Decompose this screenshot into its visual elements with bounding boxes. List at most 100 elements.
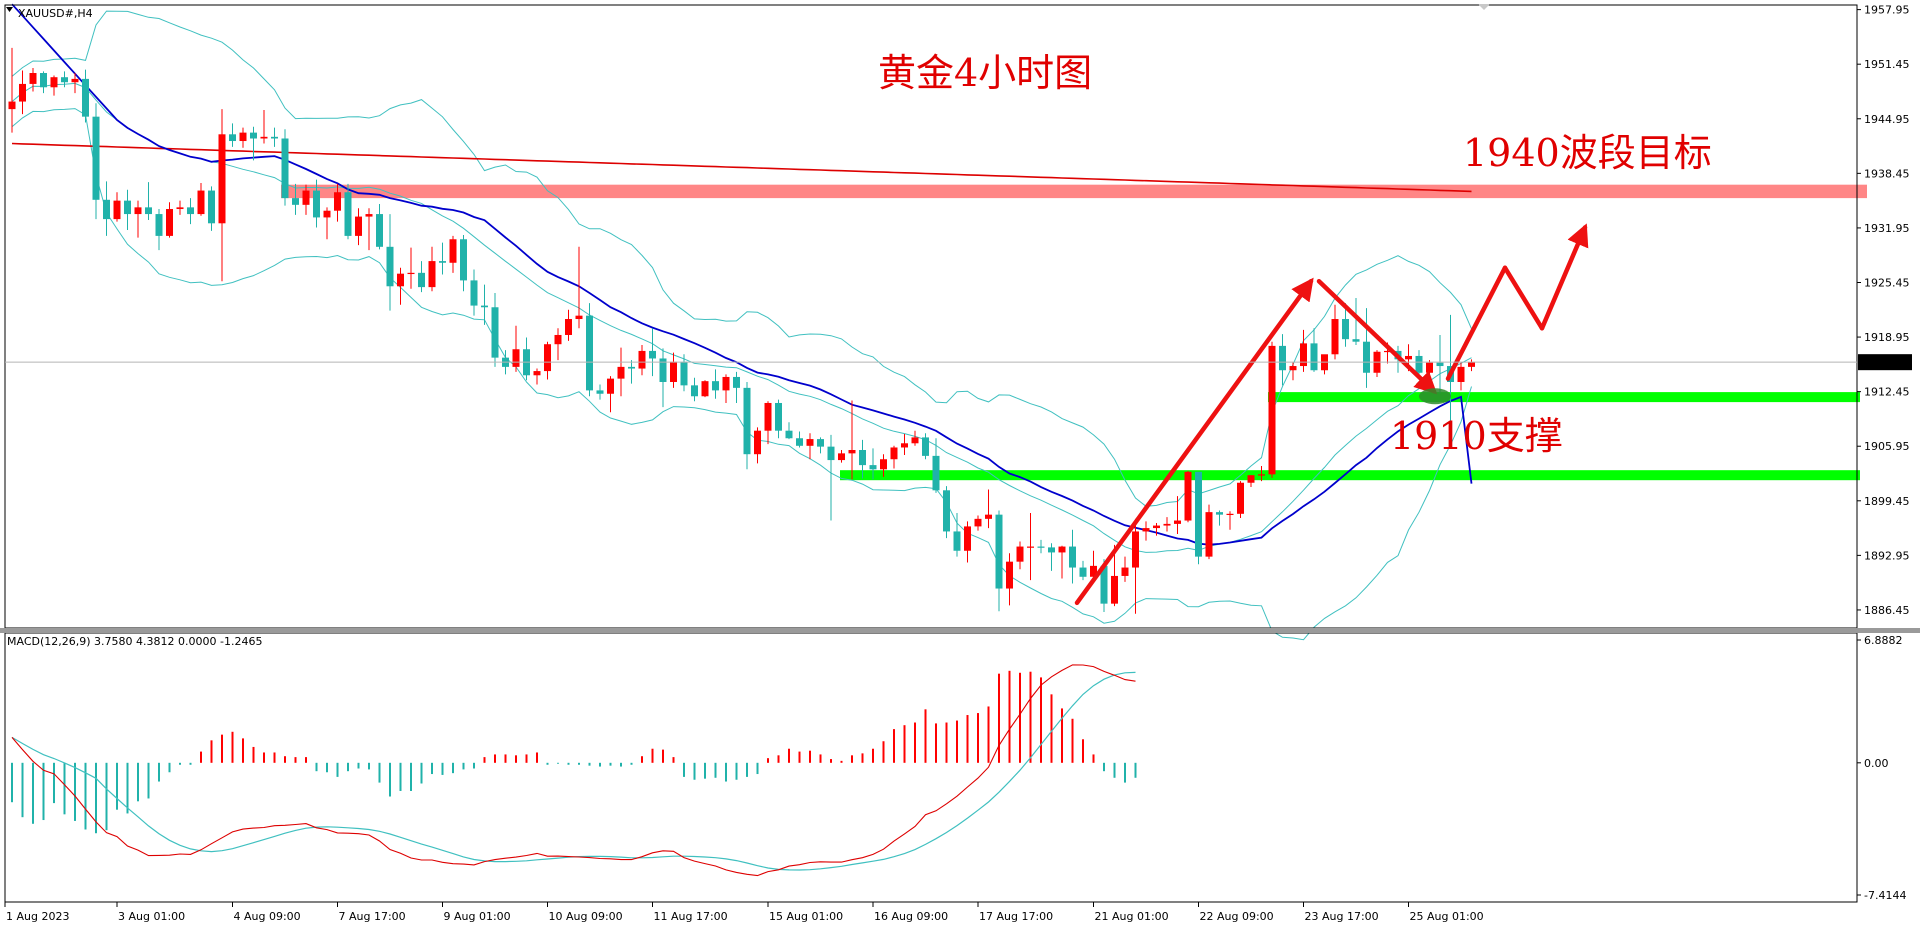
- candle-body: [533, 371, 541, 376]
- candle-body: [460, 239, 467, 281]
- frame-layer: [0, 4, 1920, 903]
- support-line-1: [1268, 392, 1860, 403]
- forecast-arrow-5: [1539, 223, 1589, 331]
- candle-body: [491, 307, 499, 358]
- candle-body: [1279, 345, 1286, 371]
- support-touch-marker: [1419, 388, 1451, 405]
- candle-body: [890, 447, 898, 460]
- moving-averages: [11, 3, 1473, 546]
- candle-body: [607, 378, 614, 394]
- price-tick-label: 1899.45: [1864, 495, 1910, 508]
- dropdown-triangle-icon[interactable]: [6, 7, 13, 12]
- candle-body: [659, 358, 667, 382]
- time-tick-label: 4 Aug 09:00: [234, 910, 301, 923]
- band-lower: [11, 108, 1472, 641]
- candle-body: [764, 402, 772, 431]
- macd-tick-label: -7.4144: [1864, 889, 1906, 902]
- candle-body: [271, 136, 278, 139]
- candle-body: [544, 344, 551, 372]
- price-tick-label: 1892.95: [1864, 549, 1910, 562]
- candle-body: [365, 214, 373, 217]
- candle-body: [8, 101, 16, 110]
- candle-body: [1342, 319, 1349, 340]
- candle-body: [512, 349, 520, 367]
- forecast-arrow-3: [1445, 265, 1508, 381]
- candle-body: [712, 381, 719, 391]
- candle-body: [1216, 512, 1223, 515]
- target-annotation: 1940波段目标: [1463, 131, 1712, 175]
- candle-body: [145, 207, 152, 215]
- candle-body: [806, 439, 814, 446]
- candle-body: [407, 272, 415, 275]
- candle-body: [743, 387, 751, 455]
- candle-body: [208, 190, 215, 224]
- candle-body: [722, 376, 730, 391]
- candle-body: [1090, 565, 1097, 577]
- candle-body: [1006, 561, 1013, 589]
- candle-body: [1027, 546, 1034, 548]
- candle-body: [1363, 341, 1370, 373]
- candle-body: [1153, 525, 1160, 529]
- candle-body: [964, 526, 971, 551]
- macd-tick-label: 0.00: [1864, 757, 1889, 770]
- candle-body: [838, 453, 845, 461]
- candle-body: [428, 261, 436, 288]
- candle-body: [617, 366, 625, 379]
- candle-body: [1237, 482, 1244, 514]
- candle-body: [932, 455, 940, 491]
- macd-label: MACD(12,26,9) 3.7580 4.3812 0.0000 -1.24…: [7, 635, 262, 648]
- candles-layer: [8, 47, 1475, 614]
- candle-body: [71, 78, 79, 83]
- candle-body: [1426, 362, 1433, 373]
- candle-body: [50, 77, 58, 88]
- forecast-arrow-2: [1316, 278, 1438, 395]
- symbol-label: XAUUSD#,H4: [18, 7, 93, 20]
- candle-body: [82, 78, 89, 117]
- candle-body: [239, 132, 247, 142]
- candle-body: [1184, 471, 1192, 521]
- candle-body: [397, 273, 404, 287]
- candle-body: [1079, 567, 1087, 577]
- candle-body: [313, 190, 320, 218]
- price-tick-label: 1886.45: [1864, 604, 1910, 617]
- time-tick-label: 7 Aug 17:00: [339, 910, 406, 923]
- shift-marker-icon[interactable]: [1478, 4, 1490, 10]
- candle-body: [586, 315, 593, 391]
- candle-body: [1058, 546, 1066, 553]
- candle-body: [449, 239, 457, 263]
- current-price-label: 1915.96: [1862, 356, 1908, 369]
- time-tick-label: 16 Aug 09:00: [874, 910, 948, 923]
- candle-body: [40, 73, 47, 88]
- time-tick-label: 10 Aug 09:00: [549, 910, 623, 923]
- pane-separator: [0, 628, 1920, 633]
- time-tick-label: 1 Aug 2023: [6, 910, 69, 923]
- candle-body: [785, 430, 793, 439]
- time-tick-label: 22 Aug 09:00: [1200, 910, 1274, 923]
- forecast-arrow-4: [1502, 265, 1545, 331]
- candle-body: [554, 334, 562, 345]
- candle-body: [1205, 512, 1213, 557]
- candle-body: [869, 465, 877, 470]
- candle-body: [827, 446, 835, 461]
- candle-body: [565, 319, 572, 335]
- candle-body: [859, 450, 866, 466]
- candle-body: [1457, 366, 1465, 382]
- candle-body: [61, 77, 68, 83]
- ma-blue-line: [11, 3, 1473, 546]
- candle-body: [1163, 523, 1171, 526]
- candle-body: [1258, 474, 1265, 476]
- candle-body: [922, 437, 929, 456]
- candle-body: [281, 138, 289, 199]
- time-tick-label: 17 Aug 17:00: [979, 910, 1053, 923]
- candle-body: [628, 366, 635, 369]
- candle-body: [1132, 531, 1139, 568]
- support-annotation: 1910支撑: [1390, 414, 1563, 458]
- macd-tick-label: 6.8882: [1864, 634, 1903, 647]
- time-tick-label: 21 Aug 01:00: [1095, 910, 1169, 923]
- candle-body: [1069, 546, 1076, 568]
- candle-body: [1037, 546, 1045, 548]
- candle-body: [733, 376, 740, 388]
- candle-body: [701, 381, 709, 397]
- price-tick-label: 1944.95: [1864, 113, 1910, 126]
